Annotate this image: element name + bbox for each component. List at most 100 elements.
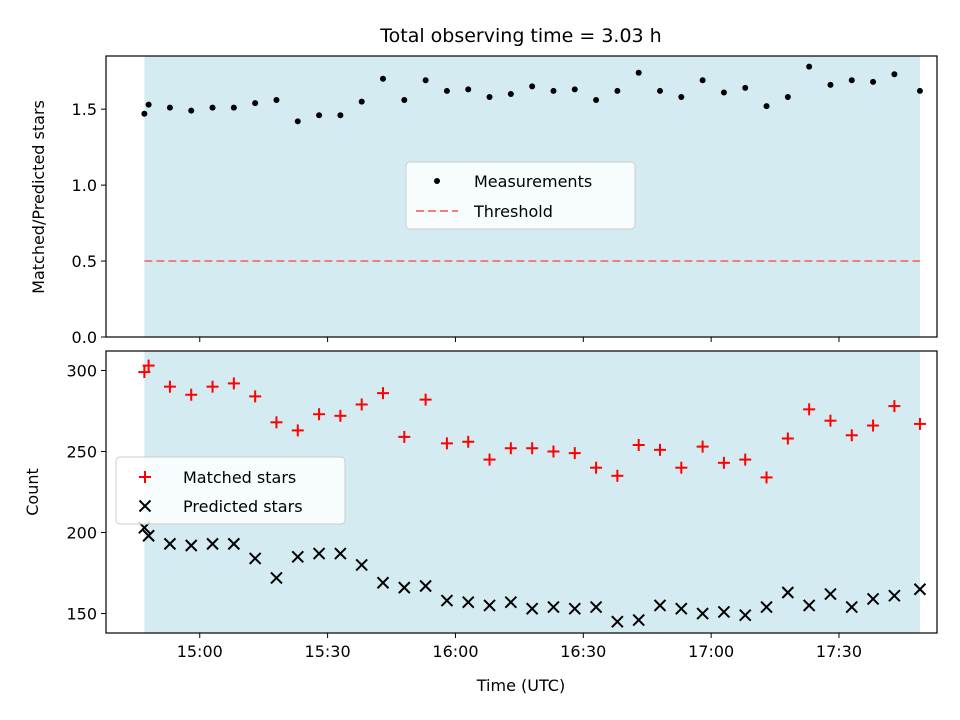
x-stroke-b <box>462 595 475 609</box>
predicted-star-point <box>568 602 581 615</box>
measurement-point <box>806 63 813 70</box>
top-y-axis-label: Matched/Predicted stars <box>29 100 48 294</box>
x-stroke-b <box>270 571 283 585</box>
matched-star-point <box>483 453 496 466</box>
predicted-star-point <box>440 594 454 607</box>
x-tick-label: 15:00 <box>177 642 223 661</box>
y-tick-label: 0.0 <box>72 328 97 347</box>
predicted-star-point <box>504 595 518 609</box>
x-stroke-b <box>717 605 731 619</box>
measurement-point <box>550 87 557 94</box>
predicted-star-point <box>206 537 219 551</box>
measurement-point <box>916 87 923 94</box>
legend-x-b <box>138 499 152 513</box>
measurement-point <box>529 83 536 90</box>
predicted-star-point <box>717 605 731 619</box>
matched-star-point <box>888 400 901 413</box>
predicted-star-point <box>802 599 816 612</box>
x-stroke-b <box>376 576 390 589</box>
x-tick-label: 16:00 <box>432 642 478 661</box>
predicted-star-point <box>270 571 283 585</box>
predicted-star-point <box>760 600 773 614</box>
x-stroke-b <box>675 602 688 615</box>
axes-frame <box>105 350 938 634</box>
x-axis-label: Time (UTC) <box>476 676 565 695</box>
matched-star-point <box>913 417 926 430</box>
y-tick-label: 200 <box>66 524 97 543</box>
x-tick-label: 17:00 <box>688 642 734 661</box>
matched-star-point <box>185 388 198 401</box>
measurement-point <box>465 86 472 93</box>
legend-measurement-marker <box>434 178 440 184</box>
predicted-star-point <box>355 558 368 572</box>
measurement-point <box>486 94 493 101</box>
matched-star-point <box>654 443 666 456</box>
y-tick-label: 1.0 <box>72 176 97 195</box>
legend-label-measurements: Measurements <box>474 172 592 191</box>
measurement-point <box>358 98 365 105</box>
y-tick-label: 150 <box>66 605 97 624</box>
measurement-point <box>401 97 408 104</box>
measurement-point <box>657 87 663 94</box>
x-stroke-b <box>206 537 219 551</box>
x-stroke-b <box>760 600 773 614</box>
matched-star-point <box>824 414 837 427</box>
x-stroke-b <box>632 613 645 627</box>
legend-label-threshold: Threshold <box>473 202 553 221</box>
matched-star-point <box>291 424 304 437</box>
x-stroke-b <box>888 589 901 602</box>
predicted-star-point <box>845 600 858 614</box>
x-stroke-b <box>504 595 518 609</box>
predicted-star-point <box>888 589 901 602</box>
x-stroke-b <box>802 599 816 612</box>
x-tick-label: 17:30 <box>816 642 862 661</box>
x-stroke-b <box>696 607 709 620</box>
measurement-point <box>273 97 280 104</box>
matched-star-point <box>419 393 432 406</box>
x-stroke-b <box>866 592 880 606</box>
matched-star-point <box>590 461 603 474</box>
x-tick-label: 15:30 <box>305 642 351 661</box>
measurement-point <box>380 75 386 82</box>
measurement-point <box>614 87 621 94</box>
predicted-star-point <box>163 537 177 551</box>
predicted-star-point <box>248 552 262 565</box>
predicted-star-point <box>483 599 496 612</box>
legend-box <box>405 161 636 230</box>
matched-star-point <box>313 408 326 421</box>
x-stroke-b <box>483 599 496 612</box>
x-stroke-b <box>185 539 198 552</box>
x-stroke-b <box>398 581 411 594</box>
matched-star-point <box>504 442 517 455</box>
measurement-point <box>848 77 855 84</box>
x-stroke-b <box>163 537 177 551</box>
measurement-point <box>763 103 770 110</box>
x-stroke-b <box>568 602 581 615</box>
predicted-star-point <box>781 586 795 599</box>
matched-star-point <box>568 447 581 460</box>
matched-star-point <box>227 377 240 390</box>
matched-star-point <box>717 456 730 469</box>
matched-star-point <box>867 419 880 432</box>
matched-star-point <box>675 461 688 474</box>
bottom-y-axis-label: Count <box>23 468 42 516</box>
matched-star-point <box>526 442 539 455</box>
matched-star-point <box>845 429 858 442</box>
predicted-star-point <box>334 547 347 560</box>
measurement-point <box>252 100 259 107</box>
y-tick-label: 0.5 <box>72 252 97 271</box>
matched-star-point <box>803 403 816 416</box>
measurement-point <box>145 101 152 108</box>
measurement-point <box>507 90 514 97</box>
measurement-point <box>635 69 642 76</box>
x-stroke-b <box>781 586 795 599</box>
predicted-star-point <box>632 613 645 627</box>
predicted-star-point <box>398 581 411 594</box>
matched-star-point <box>547 445 560 458</box>
measurement-point <box>316 112 323 119</box>
matched-star-point <box>249 390 262 403</box>
measurement-point <box>678 94 685 101</box>
x-stroke-b <box>547 600 560 614</box>
predicted-star-point <box>185 539 198 552</box>
